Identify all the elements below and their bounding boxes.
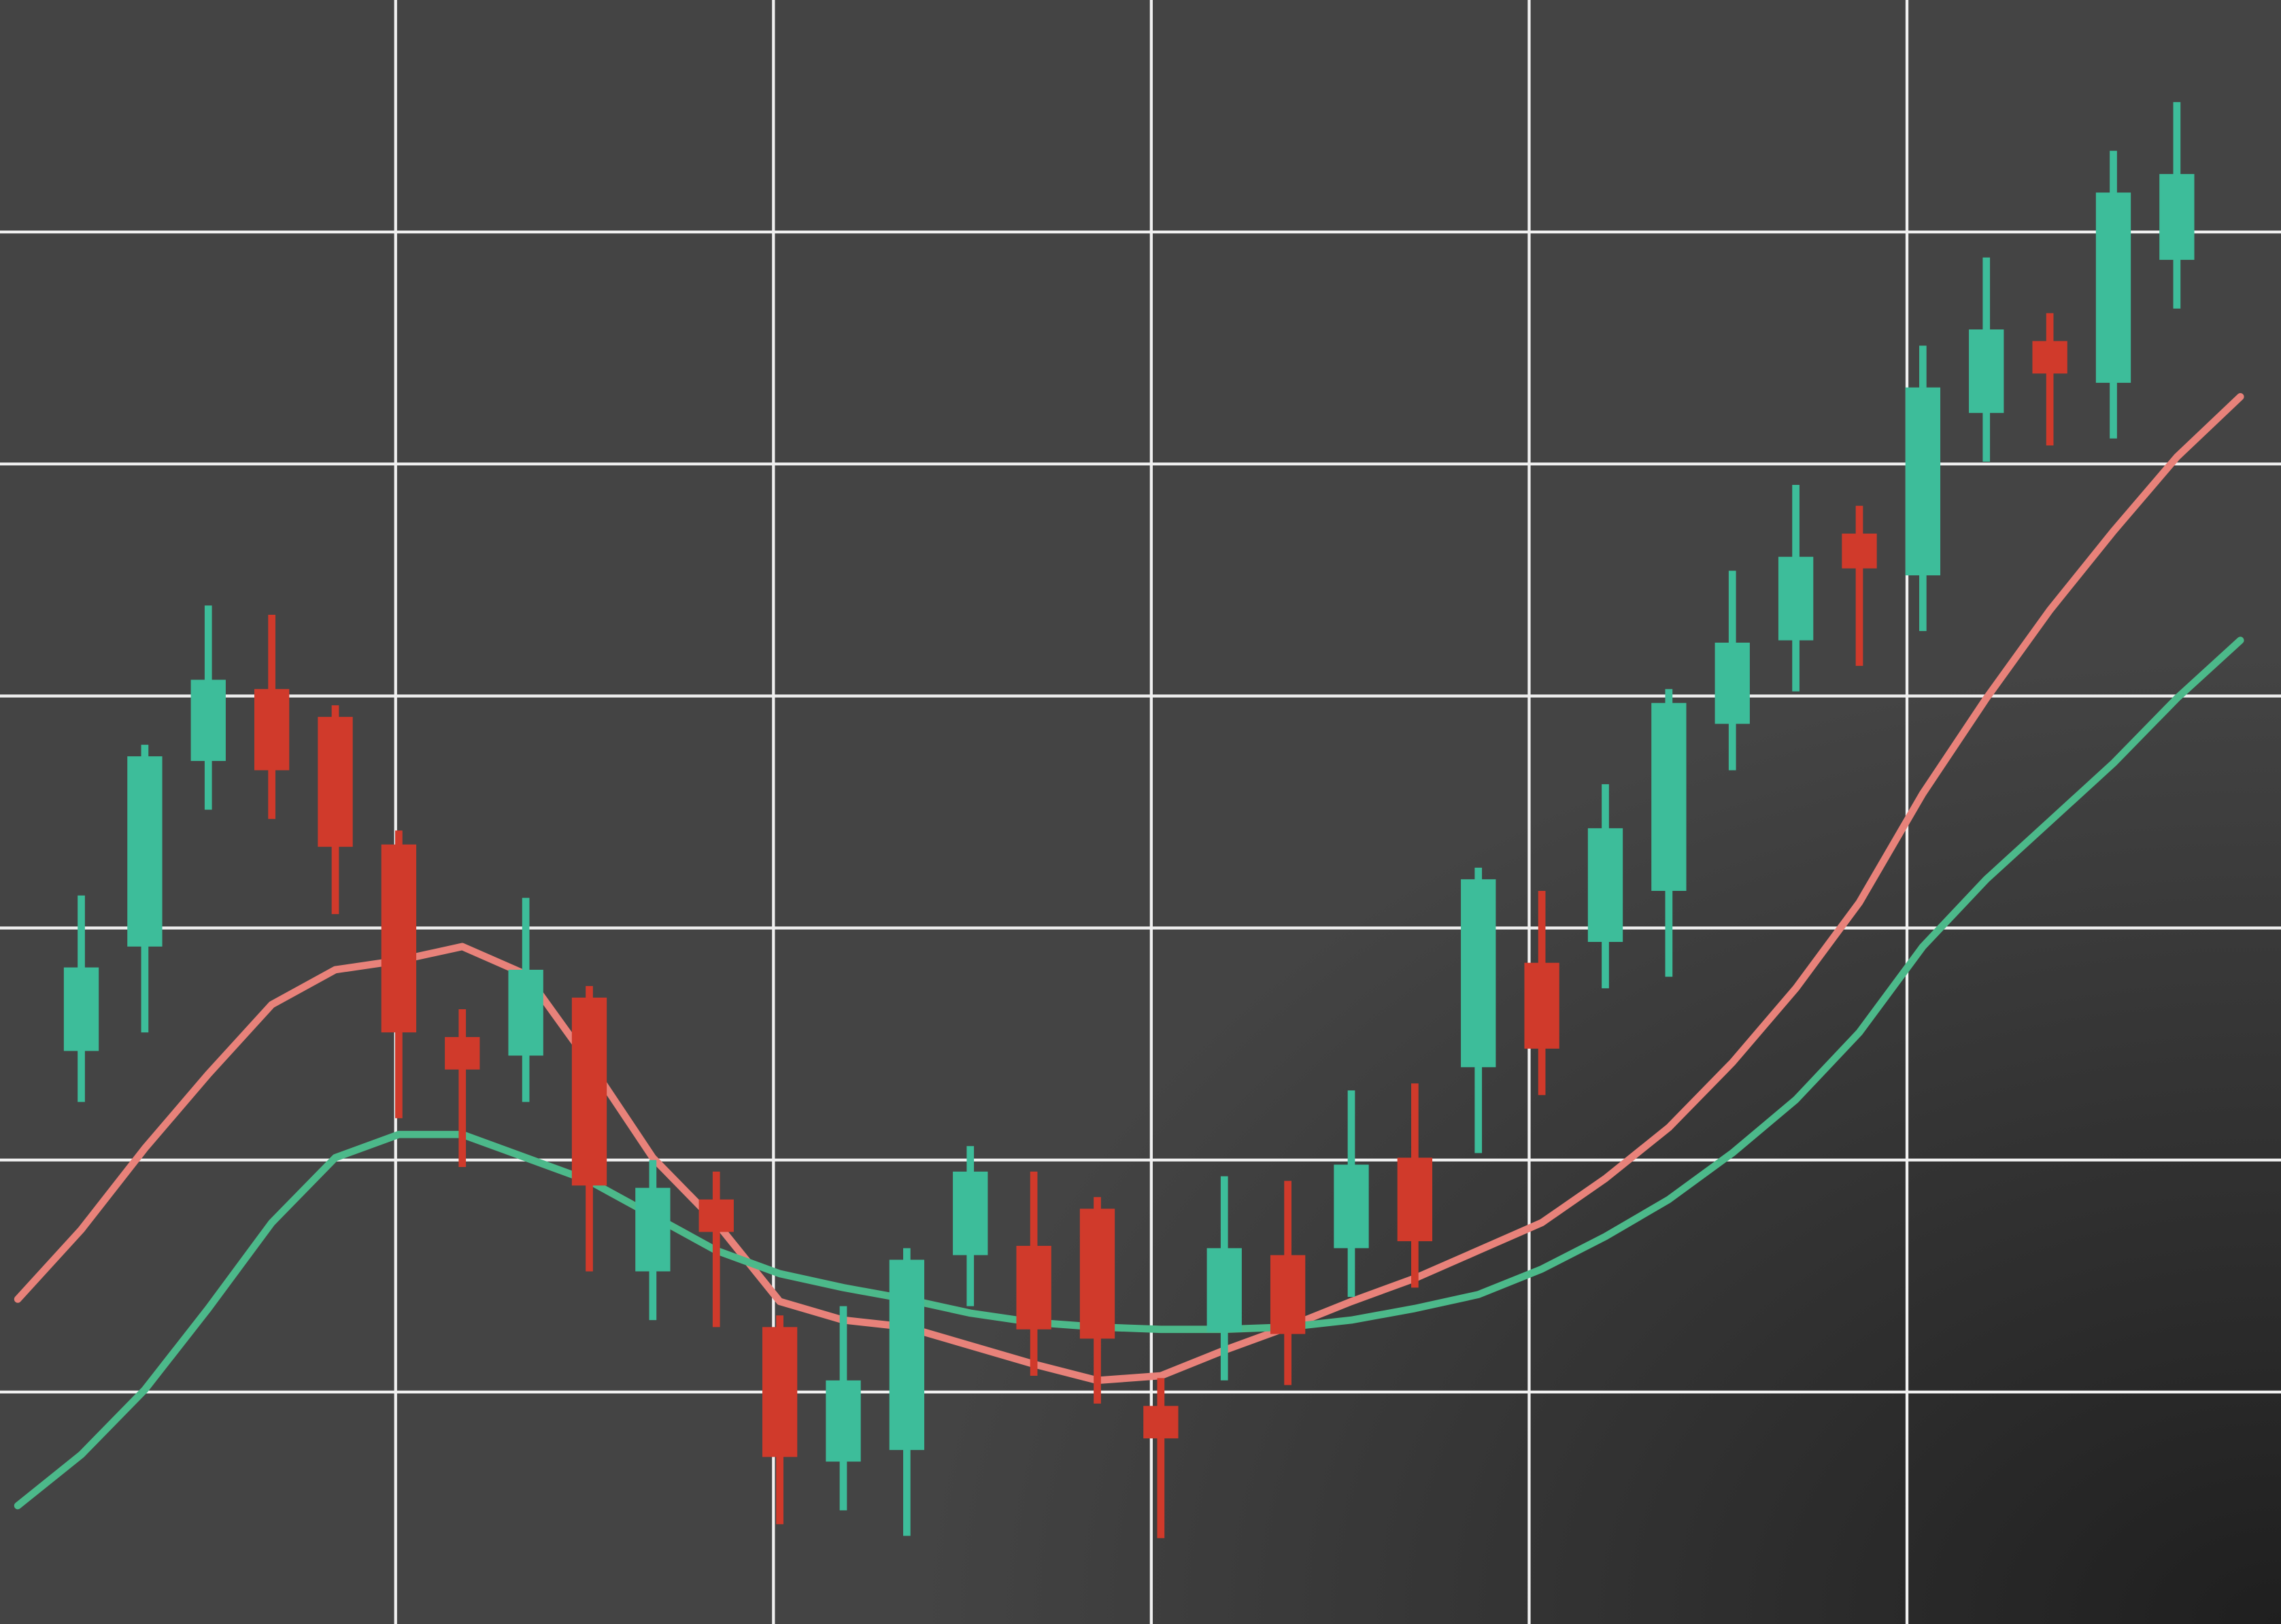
candle-body	[1524, 962, 1559, 1049]
candle-body	[2159, 173, 2195, 260]
moving-average-line	[14, 637, 2244, 1510]
candle-body	[635, 1187, 671, 1272]
candle-body	[1905, 387, 1941, 576]
candle-body	[254, 689, 290, 771]
candle-body	[2032, 341, 2067, 374]
candle-body	[127, 756, 163, 947]
candle-body	[1842, 533, 1877, 569]
candle-body	[1143, 1406, 1179, 1439]
candle-body	[63, 967, 99, 1051]
candle-body	[1397, 1157, 1433, 1242]
candle-body	[826, 1380, 861, 1462]
candle-body	[190, 679, 226, 761]
candle-body	[1714, 642, 1750, 724]
candle-body	[508, 969, 543, 1056]
candle-body	[1016, 1245, 1051, 1330]
candle-body	[953, 1171, 988, 1255]
candle-body	[1206, 1248, 1242, 1332]
candle-body	[1969, 329, 2004, 413]
candle-body	[1079, 1208, 1115, 1339]
candle-body	[1334, 1164, 1369, 1249]
candle-body	[1778, 556, 1814, 641]
candle-body	[1270, 1255, 1306, 1334]
candle-body	[445, 1036, 480, 1070]
candle-body	[318, 717, 353, 847]
candle-body	[2095, 192, 2131, 383]
candle-body	[889, 1259, 925, 1451]
candle-body	[1461, 879, 1496, 1068]
candle-body	[1587, 828, 1623, 943]
candle-body	[698, 1199, 734, 1232]
candle-body	[381, 844, 417, 1033]
candle-body	[762, 1327, 798, 1457]
candle-body	[571, 997, 607, 1186]
candle-body	[1651, 703, 1687, 891]
